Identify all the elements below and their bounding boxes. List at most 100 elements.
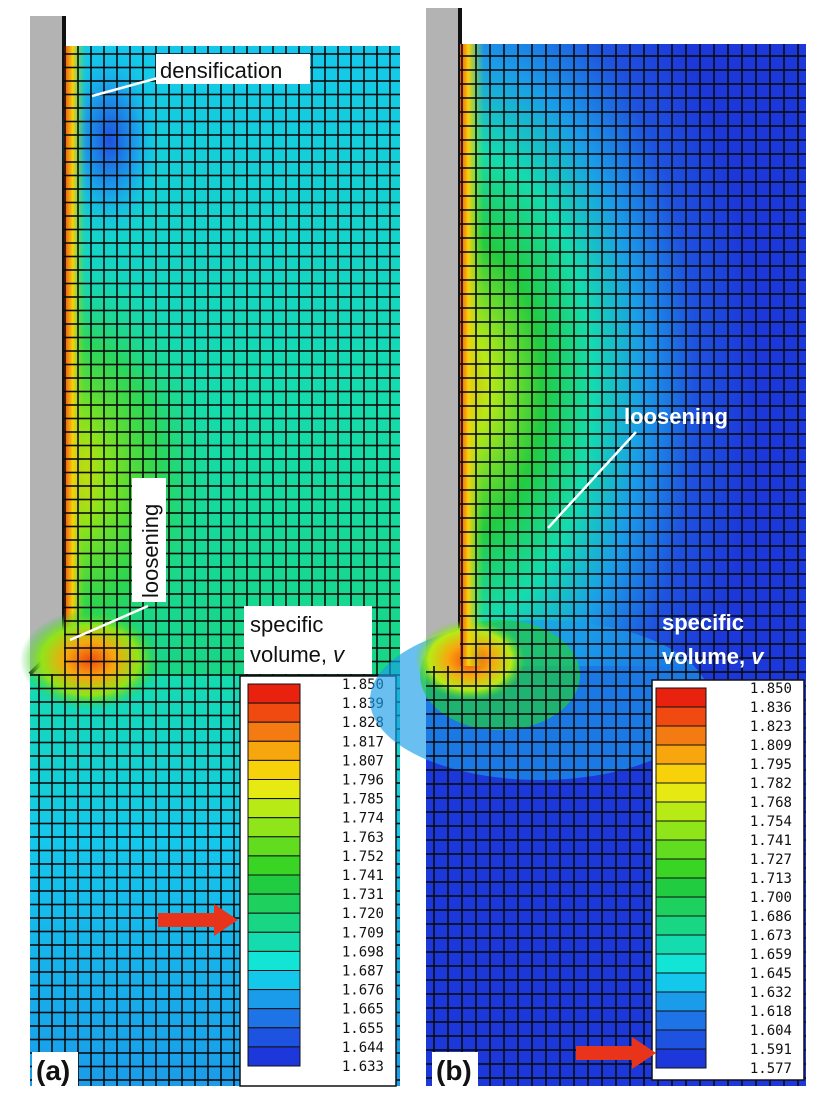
legend-swatch xyxy=(247,912,301,933)
legend-value: 1.604 xyxy=(750,1023,792,1039)
pile-wall-b xyxy=(426,8,460,666)
legend-value: 1.644 xyxy=(342,1040,384,1056)
panel-b: loosening specific volume, v 1.8501.8361… xyxy=(370,8,806,1088)
legend-a: 1.8501.8391.8281.8171.8071.7961.7851.774… xyxy=(239,675,397,1087)
legend-value: 1.774 xyxy=(342,811,384,827)
annotation-loosening-b: loosening xyxy=(624,404,728,429)
legend-title-line2-a: volume, v xyxy=(250,642,346,667)
legend-swatch xyxy=(655,801,707,822)
legend-swatch xyxy=(247,893,301,914)
legend-value: 1.768 xyxy=(750,795,792,811)
legend-value: 1.713 xyxy=(750,871,792,887)
legend-value: 1.754 xyxy=(750,814,792,830)
legend-swatch xyxy=(655,839,707,860)
legend-value: 1.796 xyxy=(342,773,384,789)
legend-swatch xyxy=(655,782,707,803)
legend-value: 1.836 xyxy=(750,700,792,716)
legend-value: 1.591 xyxy=(750,1042,792,1058)
legend-swatch xyxy=(655,725,707,746)
legend-value: 1.809 xyxy=(750,738,792,754)
legend-value: 1.807 xyxy=(342,753,384,769)
annotation-densification-a: densification xyxy=(160,58,282,83)
legend-swatch xyxy=(247,950,301,972)
legend-value: 1.618 xyxy=(750,1004,792,1020)
arrow-a xyxy=(158,904,238,936)
legend-swatch xyxy=(655,915,707,936)
legend-b: 1.850 1.836 1.823 1.809 1.795 1.782 1.768 1.754… xyxy=(651,679,805,1081)
annotation-pointer-loosening-b xyxy=(547,431,637,529)
annotation-loosening-a: loosening xyxy=(138,504,163,598)
legend-swatch xyxy=(247,989,301,1010)
legend-value: 1.823 xyxy=(750,719,792,735)
legend-title-line1-b: specific xyxy=(662,610,744,635)
panel-tag-b: (b) xyxy=(436,1055,472,1086)
legend-value: 1.700 xyxy=(750,890,792,906)
legend-value: 1.828 xyxy=(342,715,384,731)
legend-swatch xyxy=(247,740,301,761)
legend-swatch xyxy=(247,702,301,723)
mesh-upper-b xyxy=(460,44,806,666)
legend-value: 1.577 xyxy=(750,1061,792,1077)
legend-value: 1.817 xyxy=(342,734,384,750)
legend-swatch xyxy=(247,779,301,800)
legend-value: 1.727 xyxy=(750,852,792,868)
panel-a: densification loosening specific volume,… xyxy=(20,16,400,1088)
legend-swatch xyxy=(655,687,707,708)
legend-value: 1.752 xyxy=(342,849,384,865)
legend-swatch xyxy=(655,1010,707,1031)
legend-swatch xyxy=(247,970,301,991)
panel-tag-a: (a) xyxy=(36,1055,70,1086)
legend-value: 1.698 xyxy=(342,944,384,960)
annotation-pointer-loosening-a xyxy=(69,604,149,642)
arrow-b xyxy=(576,1037,656,1069)
legend-value: 1.676 xyxy=(342,983,384,999)
legend-value: 1.687 xyxy=(342,964,384,980)
pile-wall-a xyxy=(30,16,64,674)
legend-value: 1.720 xyxy=(342,906,384,922)
legend-title-line2-b: volume, v xyxy=(662,644,765,669)
legend-swatch xyxy=(655,896,707,917)
legend-value: 1.782 xyxy=(750,776,792,792)
legend-value: 1.709 xyxy=(342,925,384,941)
mesh-upper-a xyxy=(64,46,400,674)
legend-swatch xyxy=(247,836,301,857)
legend-value: 1.741 xyxy=(342,868,384,884)
legend-value: 1.665 xyxy=(342,1002,384,1018)
legend-value: 1.795 xyxy=(750,757,792,773)
legend-value: 1.741 xyxy=(750,833,792,849)
legend-swatch xyxy=(247,855,301,876)
legend-value: 1.645 xyxy=(750,966,792,982)
legend-swatch xyxy=(655,858,707,879)
legend-swatch xyxy=(247,931,301,952)
legend-swatch xyxy=(247,798,301,819)
legend-value: 1.632 xyxy=(750,985,792,1001)
legend-swatch xyxy=(655,744,707,765)
legend-swatch xyxy=(247,721,301,742)
legend-swatch xyxy=(655,877,707,898)
legend-value: 1.659 xyxy=(750,947,792,963)
legend-swatch xyxy=(247,1008,301,1029)
legend-value: 1.850 xyxy=(750,681,792,697)
legend-swatch xyxy=(655,934,707,955)
legend-swatch xyxy=(247,874,301,895)
legend-swatch xyxy=(247,817,301,838)
legend-swatch xyxy=(655,953,707,974)
legend-swatch xyxy=(655,991,707,1012)
legend-value: 1.785 xyxy=(342,792,384,808)
legend-swatch xyxy=(247,759,301,781)
legend-value: 1.686 xyxy=(750,909,792,925)
annotation-pointer-densification-a xyxy=(91,76,159,98)
legend-value: 1.673 xyxy=(750,928,792,944)
legend-swatch xyxy=(655,763,707,784)
legend-swatch xyxy=(655,820,707,841)
legend-swatch xyxy=(655,1029,707,1050)
legend-swatch xyxy=(655,1048,707,1069)
legend-swatch xyxy=(247,1027,301,1048)
legend-value: 1.655 xyxy=(342,1021,384,1037)
legend-swatch xyxy=(247,683,301,704)
legend-swatch xyxy=(655,972,707,993)
legend-value: 1.763 xyxy=(342,830,384,846)
legend-swatch xyxy=(247,1046,301,1067)
